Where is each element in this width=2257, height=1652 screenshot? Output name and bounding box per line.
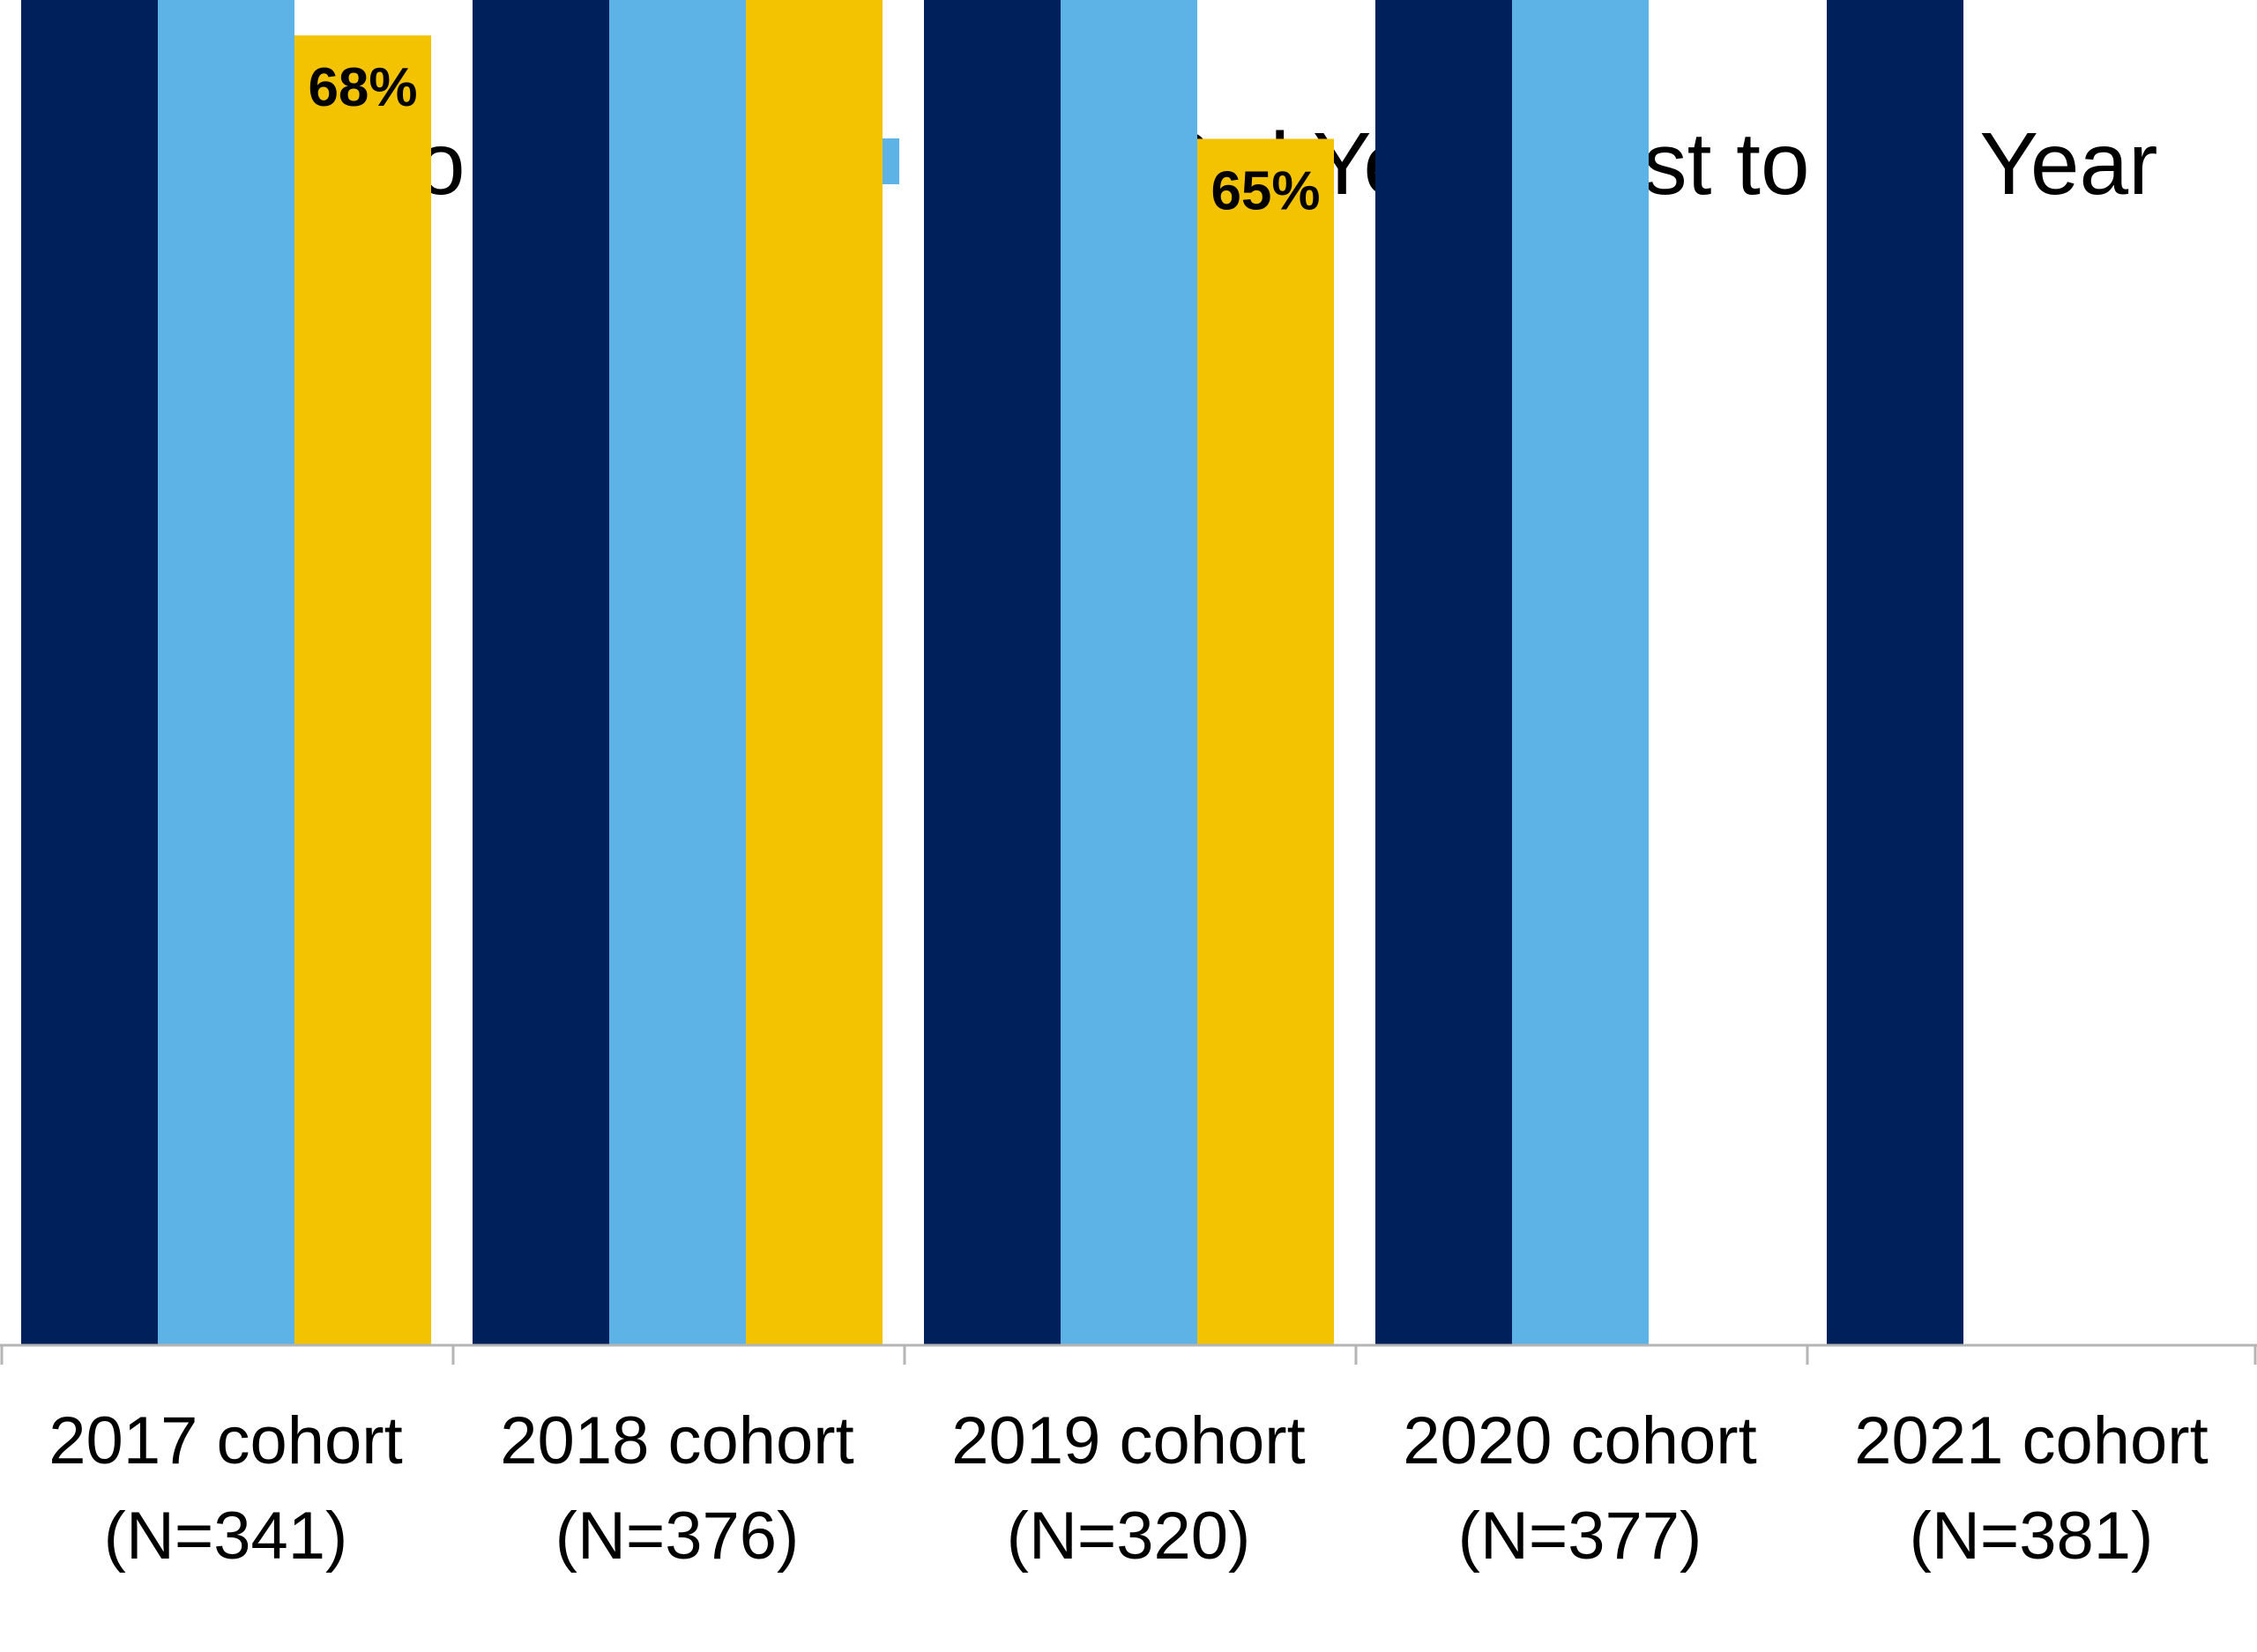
- bar-2017-cohort-1st-to-3rd-year: [158, 0, 294, 1346]
- category-label-2019-cohort: 2019 cohort (N=320): [951, 1403, 1305, 1574]
- data-label-2019-cohort-1st-to-4th-year: 65%: [1210, 161, 1320, 222]
- bar-2021-cohort-1st-to-2nd-year: [1827, 0, 1963, 1345]
- bar-2019-cohort-1st-to-2nd-year: [924, 0, 1061, 1346]
- bar-2020-cohort-1st-to-2nd-year: [1375, 0, 1512, 1345]
- category-label-2021-cohort: 2021 cohort (N=381): [1854, 1403, 2208, 1574]
- category-label-2018-cohort: 2018 cohort (N=376): [500, 1403, 853, 1574]
- bar-2018-cohort-1st-to-3rd-year: [609, 0, 746, 1345]
- x-axis: [0, 1343, 2257, 1365]
- category-label-2017-cohort: 2017 cohort (N=341): [48, 1403, 402, 1574]
- category-label-2020-cohort: 2020 cohort (N=377): [1403, 1403, 1756, 1574]
- bar-2019-cohort-1st-to-4th-year: [1197, 138, 1334, 1345]
- bar-2018-cohort-1st-to-4th-year: [746, 0, 883, 1345]
- bar-2019-cohort-1st-to-3rd-year: [1061, 0, 1197, 1346]
- bar-2017-cohort-1st-to-2nd-year: [21, 0, 158, 1345]
- bars: [21, 0, 1963, 1346]
- bar-2020-cohort-1st-to-3rd-year: [1512, 0, 1649, 1345]
- category-labels: 2017 cohort (N=341) 2018 cohort (N=376) 2019…: [48, 1403, 2208, 1574]
- data-label-2017-cohort-1st-to-4th-year: 68%: [308, 57, 417, 118]
- bar-2017-cohort-1st-to-4th-year: [294, 35, 431, 1346]
- bar-labels: 82%74%68%85%75%72%83%74%65%85%75%82%: [308, 57, 1320, 222]
- bar-2018-cohort-1st-to-2nd-year: [473, 0, 609, 1345]
